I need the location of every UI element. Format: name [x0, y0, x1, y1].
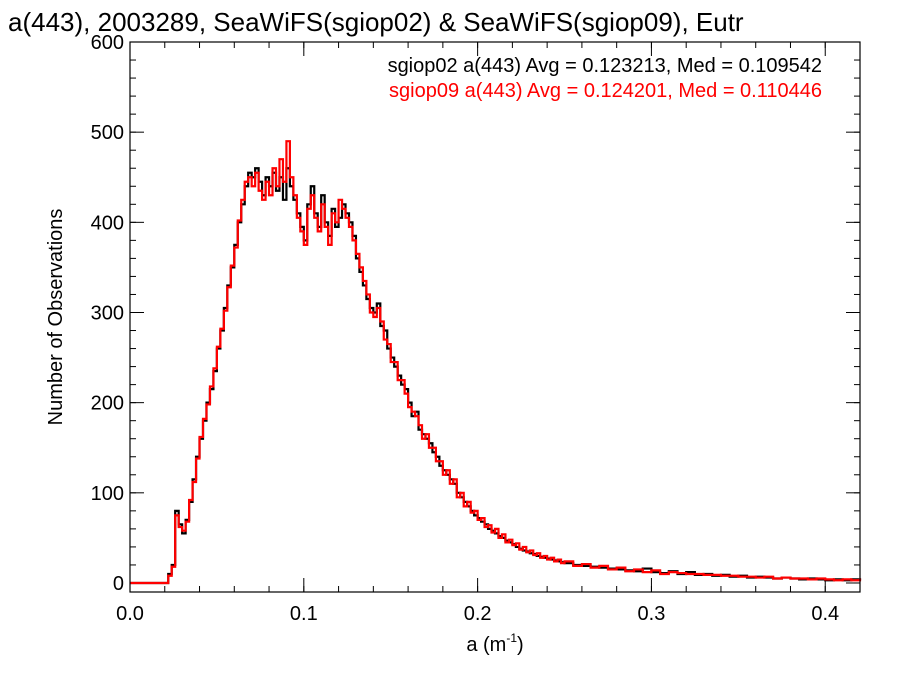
y-tick-label: 0 [113, 573, 124, 595]
chart-title: a(443), 2003289, SeaWiFS(sgiop02) & SeaW… [8, 7, 744, 37]
x-tick-label: 0.2 [464, 603, 492, 625]
legend-sgiop02: sgiop02 a(443) Avg = 0.123213, Med = 0.1… [388, 55, 822, 77]
y-tick-label: 600 [91, 32, 124, 54]
legend-sgiop09: sgiop09 a(443) Avg = 0.124201, Med = 0.1… [389, 80, 822, 102]
series-sgiop02-line [130, 167, 862, 585]
y-tick-label: 200 [91, 393, 124, 415]
x-axis-label-main: a (m [466, 634, 506, 656]
x-axis-label-superscript: -1 [506, 631, 517, 645]
x-tick-label: 0.4 [811, 603, 839, 625]
y-tick-label: 500 [91, 122, 124, 144]
x-axis-label-close: ) [517, 634, 524, 656]
x-tick-label: 0.0 [116, 603, 144, 625]
x-tick-label: 0.3 [638, 603, 666, 625]
plot-frame [129, 41, 861, 593]
y-axis-label: Number of Observations [45, 209, 67, 426]
series-group [130, 140, 862, 585]
x-tick-label: 0.1 [290, 603, 318, 625]
axes-group: 0.0 0.1 0.2 0.3 0.4 0 100 200 300 400 500 600 [91, 32, 861, 625]
series-sgiop09-line [130, 140, 862, 585]
y-tick-label: 400 [91, 212, 124, 234]
x-axis-label: a (m-1) [466, 631, 523, 656]
y-tick-label: 100 [91, 483, 124, 505]
y-tick-label: 300 [91, 302, 124, 324]
